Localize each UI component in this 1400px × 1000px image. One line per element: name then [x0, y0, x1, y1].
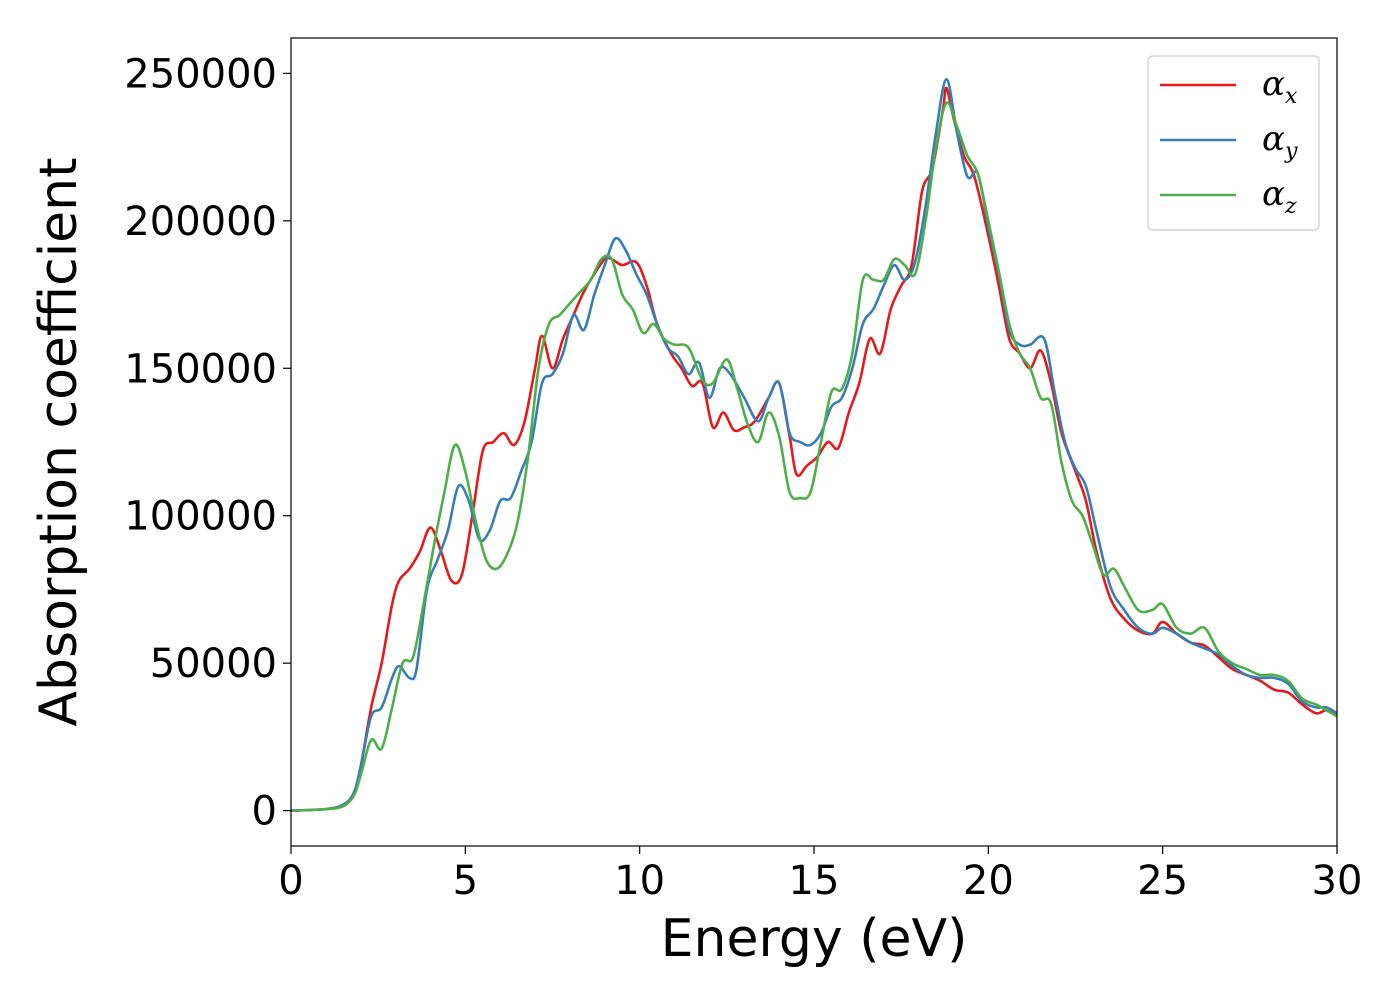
x-tick-label: 20: [963, 858, 1014, 904]
y-tick-label: 100000: [124, 494, 277, 540]
y-tick-label: 0: [252, 789, 277, 835]
x-axis: 0 5 10 15 20 25 30: [278, 846, 1362, 904]
y-axis-label: Absorption coefficient: [29, 157, 89, 726]
x-tick-label: 10: [614, 858, 665, 904]
x-tick-label: 30: [1312, 858, 1363, 904]
series-line-z: [291, 101, 1337, 812]
series-layer: [291, 77, 1337, 812]
y-tick-label: 150000: [124, 346, 277, 392]
x-tick-label: 15: [789, 858, 840, 904]
x-tick-label: 5: [453, 858, 478, 904]
y-axis: 0 50000 100000 150000 200000 250000: [124, 51, 291, 835]
legend-box: [1147, 55, 1320, 231]
y-tick-label: 250000: [124, 51, 277, 97]
x-axis-label: Energy (eV): [661, 909, 968, 969]
y-tick-label: 50000: [150, 641, 277, 687]
series-line-y: [291, 77, 1337, 812]
series-line-x: [291, 86, 1337, 812]
y-tick-label: 200000: [124, 199, 277, 245]
x-tick-label: 0: [278, 858, 303, 904]
x-tick-label: 25: [1137, 858, 1188, 904]
